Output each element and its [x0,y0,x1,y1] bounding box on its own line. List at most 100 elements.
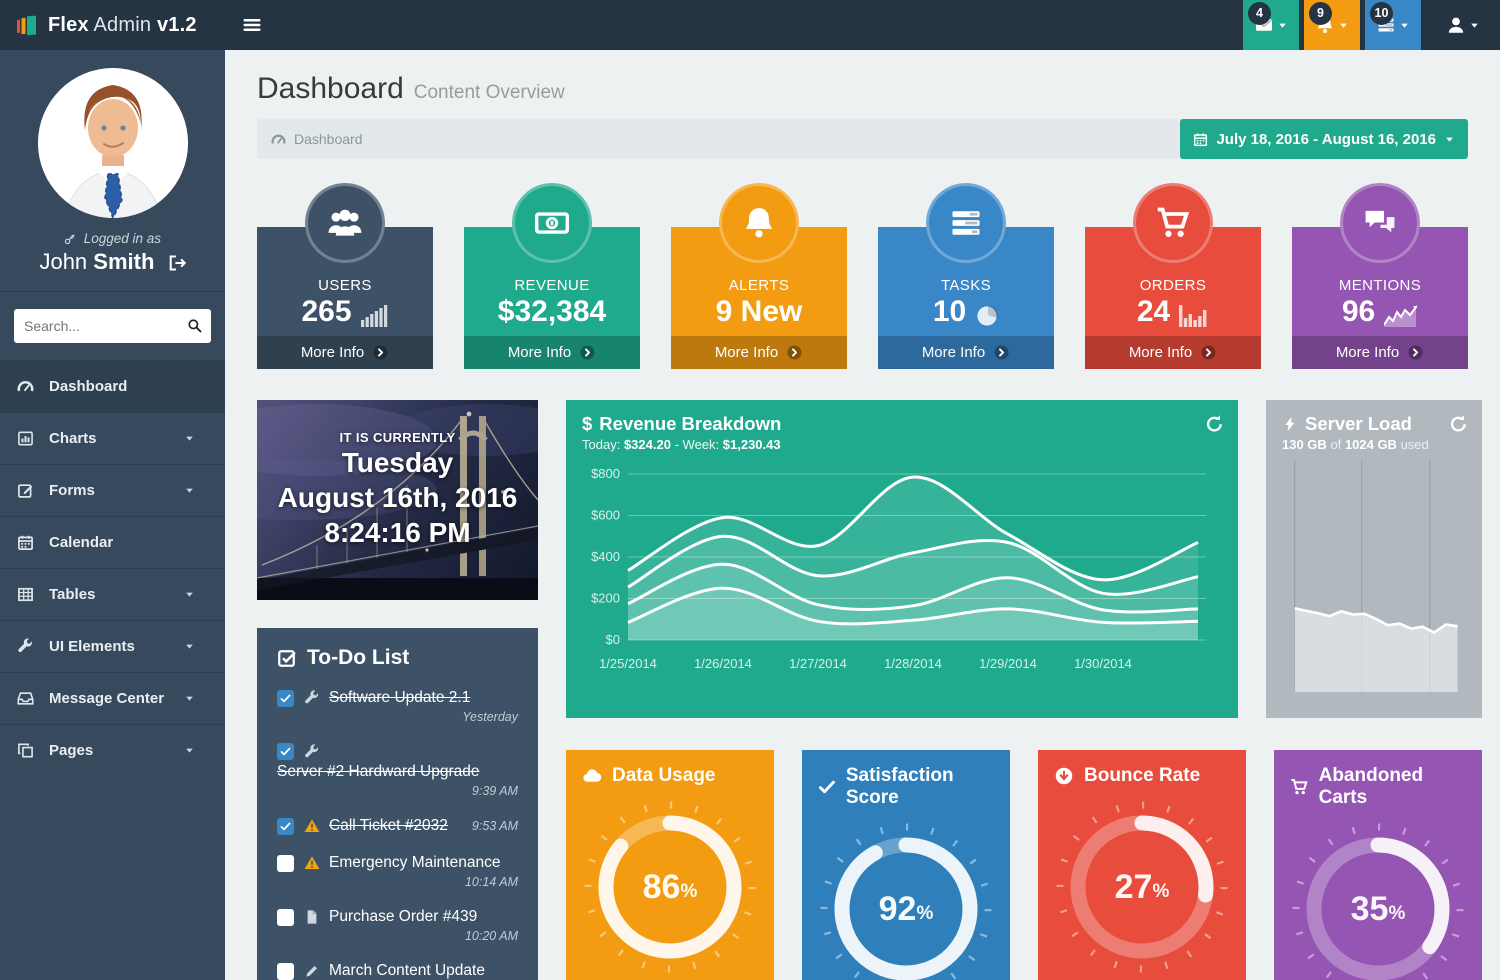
revenue-breakdown-panel: $ Revenue Breakdown Today: $324.20 - Wee… [566,400,1238,718]
caret-down-icon [1277,20,1288,31]
edit-icon [17,482,34,499]
arrow-circle-down-icon [1054,766,1074,786]
sidebar-item-forms[interactable]: Forms [0,464,225,516]
wrench-icon [304,690,320,706]
messages-dropdown-button[interactable]: 4 [1243,0,1299,50]
refresh-icon[interactable] [1205,414,1224,433]
todo-text: Emergency Maintenance [329,854,501,871]
todo-panel: To-Do List Software Update 2.1 Yesterday… [257,628,538,980]
tasks-dropdown-button[interactable]: 10 [1365,0,1421,50]
search-icon[interactable] [187,318,202,333]
line-sparkline-icon [1384,305,1418,327]
pie-sparkline-icon [977,305,998,326]
chart-bar-icon [17,430,34,447]
caret-down-icon [184,641,195,652]
gauge-card-satisfaction-score: Satisfaction Score 92% [802,750,1010,980]
sidebar-toggle-button[interactable] [237,10,267,40]
sidebar-item-calendar[interactable]: Calendar [0,516,225,568]
brand-text: Flex Admin v1.2 [48,13,197,36]
stat-card-mentions: MENTIONS 96 More Info [1292,183,1468,369]
signout-icon[interactable] [168,254,186,272]
stat-label: ALERTS [728,277,790,294]
clock-day: Tuesday [341,447,454,478]
donut-chart: 35% [1290,821,1466,980]
more-info-button[interactable]: More Info [878,336,1054,369]
profile-section: Logged in as John Smith [0,50,225,291]
arrow-circle-right-icon [579,344,596,361]
menu-icon [242,15,262,35]
stat-label: USERS [318,277,372,294]
stat-cards-row: USERS 265 More Info REVENUE $32,384 More… [257,183,1468,369]
caret-down-icon [184,589,195,600]
more-info-button[interactable]: More Info [1085,336,1261,369]
checkbox-unchecked[interactable] [277,854,294,872]
checkbox-unchecked[interactable] [277,908,294,926]
stat-value: 10 [932,295,967,328]
sidebar-item-message-center[interactable]: Message Center [0,672,225,724]
checkbox-checked[interactable] [277,689,294,707]
stat-card-alerts: ALERTS 9 New More Info [671,183,847,369]
more-info-button[interactable]: More Info [257,336,433,369]
caret-down-icon [1338,20,1349,31]
todo-time: 9:53 AM [471,819,518,833]
sidebar-item-dashboard[interactable]: Dashboard [0,360,225,412]
sidebar-item-pages[interactable]: Pages [0,724,225,776]
bolt-icon [1282,416,1298,432]
checkbox-checked[interactable] [277,743,294,760]
username: John Smith [0,249,225,275]
users-icon [305,183,385,263]
svg-text:$0: $0 [606,632,620,647]
caret-down-icon [1444,134,1455,145]
caret-down-icon [1469,20,1480,31]
sidebar-item-charts[interactable]: Charts [0,412,225,464]
caret-down-icon [184,693,195,704]
todo-time: 9:39 AM [471,784,518,798]
key-icon [64,233,76,245]
check-icon [818,777,836,797]
logged-in-label: Logged in as [0,231,225,246]
avatar [37,68,188,218]
bar-sparkline-icon [1179,305,1207,327]
sidebar-item-ui-elements[interactable]: UI Elements [0,620,225,672]
stat-card-revenue: REVENUE $32,384 More Info [464,183,640,369]
cloud-icon [582,766,602,786]
gauge-value: 92 [878,889,917,928]
checkbox-checked[interactable] [277,817,294,835]
svg-text:1/28/2014: 1/28/2014 [884,656,942,671]
stat-value: 96 [1341,295,1376,328]
search-input[interactable] [14,309,211,343]
wrench-icon [17,638,34,655]
arrow-circle-right-icon [786,344,803,361]
more-info-button[interactable]: More Info [1292,336,1468,369]
sidebar-item-label: Pages [49,742,94,759]
revenue-area-chart: $0 $200 $400 $600 $800 1/25/2014 1/26/2014 1/27… [591,466,1206,671]
comments-icon [1340,183,1420,263]
more-info-button[interactable]: More Info [464,336,640,369]
breadcrumb-label[interactable]: Dashboard [294,131,363,147]
app-logo[interactable]: Flex Admin v1.2 [0,0,225,50]
bar-sparkline-icon [360,305,387,327]
cart-icon [1290,777,1309,797]
stat-label: REVENUE [514,277,590,294]
date-range-button[interactable]: July 18, 2016 - August 16, 2016 [1180,119,1468,159]
sidebar-item-tables[interactable]: Tables [0,568,225,620]
money-icon [512,183,592,263]
svg-text:1/26/2014: 1/26/2014 [694,656,752,671]
copy-icon [17,742,34,759]
user-dropdown-button[interactable] [1426,0,1500,50]
messages-badge: 4 [1248,2,1271,25]
revenue-title: Revenue Breakdown [599,413,782,434]
refresh-icon[interactable] [1449,414,1468,433]
caret-down-icon [184,433,195,444]
svg-text:1/27/2014: 1/27/2014 [789,656,847,671]
sidebar-item-label: Forms [49,482,95,499]
stat-card-tasks: TASKS 10 More Info [878,183,1054,369]
more-info-button[interactable]: More Info [671,336,847,369]
calendar-icon [1193,132,1208,147]
gauge-icon [271,132,286,147]
gauge-title: Bounce Rate [1084,765,1201,786]
checkbox-unchecked[interactable] [277,962,294,980]
gauge-card-bounce-rate: Bounce Rate 27% [1038,750,1246,980]
alerts-dropdown-button[interactable]: 9 [1304,0,1360,50]
svg-text:$800: $800 [591,466,620,481]
